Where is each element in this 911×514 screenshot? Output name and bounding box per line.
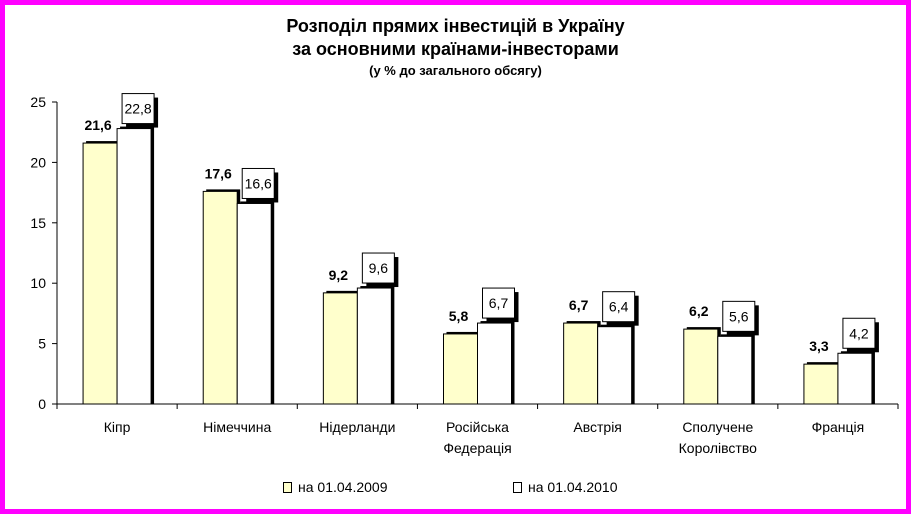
data-label-box xyxy=(602,291,636,323)
data-label-box xyxy=(121,93,155,125)
bar-2010 xyxy=(597,326,633,405)
category-label: Нідерланди xyxy=(319,419,395,435)
legend-label-2009: на 01.04.2009 xyxy=(298,479,388,495)
data-label-box xyxy=(842,317,876,349)
bar-2009 xyxy=(563,322,599,405)
legend-label-2010: на 01.04.2010 xyxy=(528,479,618,495)
y-tick-label: 0 xyxy=(38,396,46,412)
data-label-2010: 22,8 xyxy=(124,101,151,117)
category-label: Федерація xyxy=(443,440,511,456)
y-tick-label: 20 xyxy=(30,154,46,170)
data-label-2009: 3,3 xyxy=(809,338,829,354)
bar-2010 xyxy=(837,352,873,405)
bar-chart: 0 5 10 15 20 25 Кіпр 21,6 22,8 Німеччина 17,6 16,6 Н… xyxy=(30,93,899,456)
y-tick-label: 15 xyxy=(30,215,46,231)
category-label: Австрія xyxy=(573,419,622,435)
data-label-2009: 21,6 xyxy=(84,117,111,133)
data-label-2009: 17,6 xyxy=(205,165,232,181)
chart-subtitle: (у % до загального обсягу) xyxy=(369,63,542,78)
chart-title-line2: за основними країнами-інвесторами xyxy=(292,39,619,59)
bar-2009 xyxy=(82,142,118,405)
bar-2009 xyxy=(683,328,719,405)
legend-swatch-2009 xyxy=(283,481,292,493)
legend-swatch-2010 xyxy=(513,481,522,493)
data-label-2009: 6,2 xyxy=(689,303,709,319)
category-label: Франція xyxy=(812,419,865,435)
bar-2010 xyxy=(356,287,392,405)
data-label-2010: 6,7 xyxy=(489,295,509,311)
y-tick-label: 5 xyxy=(38,336,46,352)
y-tick-label: 10 xyxy=(30,275,46,291)
bar-2009 xyxy=(803,363,839,405)
data-label-2010: 6,4 xyxy=(609,299,629,315)
data-label-2009: 5,8 xyxy=(449,308,469,324)
category-label: Кіпр xyxy=(104,419,131,435)
data-label-2009: 9,2 xyxy=(329,267,349,283)
data-label-2010: 16,6 xyxy=(245,175,272,191)
data-label-2010: 5,6 xyxy=(729,308,749,324)
bar-2010 xyxy=(116,128,152,405)
bar-2010 xyxy=(236,202,272,405)
bar-2010 xyxy=(477,322,512,405)
legend-item-2010: на 01.04.2010 xyxy=(513,479,617,495)
data-label-2010: 9,6 xyxy=(369,260,389,276)
category-label: Німеччина xyxy=(203,419,271,435)
data-label-2009: 6,7 xyxy=(569,297,589,313)
legend: на 01.04.2009 на 01.04.2010 xyxy=(5,479,906,499)
legend-item-2009: на 01.04.2009 xyxy=(283,479,387,495)
bar-2009 xyxy=(443,333,478,405)
chart-title-line1: Розподіл прямих інвестицій в Україну xyxy=(286,16,625,36)
bar-2009 xyxy=(322,292,358,405)
data-label-box xyxy=(482,287,515,319)
bar-2009 xyxy=(202,190,238,405)
category-label: Королівство xyxy=(679,440,757,456)
y-tick-label: 25 xyxy=(30,94,46,110)
data-label-box xyxy=(722,300,756,332)
bar-2010 xyxy=(717,335,753,405)
data-label-box xyxy=(361,252,395,284)
category-label: Сполучене xyxy=(682,419,753,435)
chart-title-block: Розподіл прямих інвестицій в Україну за … xyxy=(5,15,906,81)
data-label-box xyxy=(241,167,275,199)
category-label: Російська xyxy=(446,419,509,435)
data-label-2010: 4,2 xyxy=(849,325,869,341)
